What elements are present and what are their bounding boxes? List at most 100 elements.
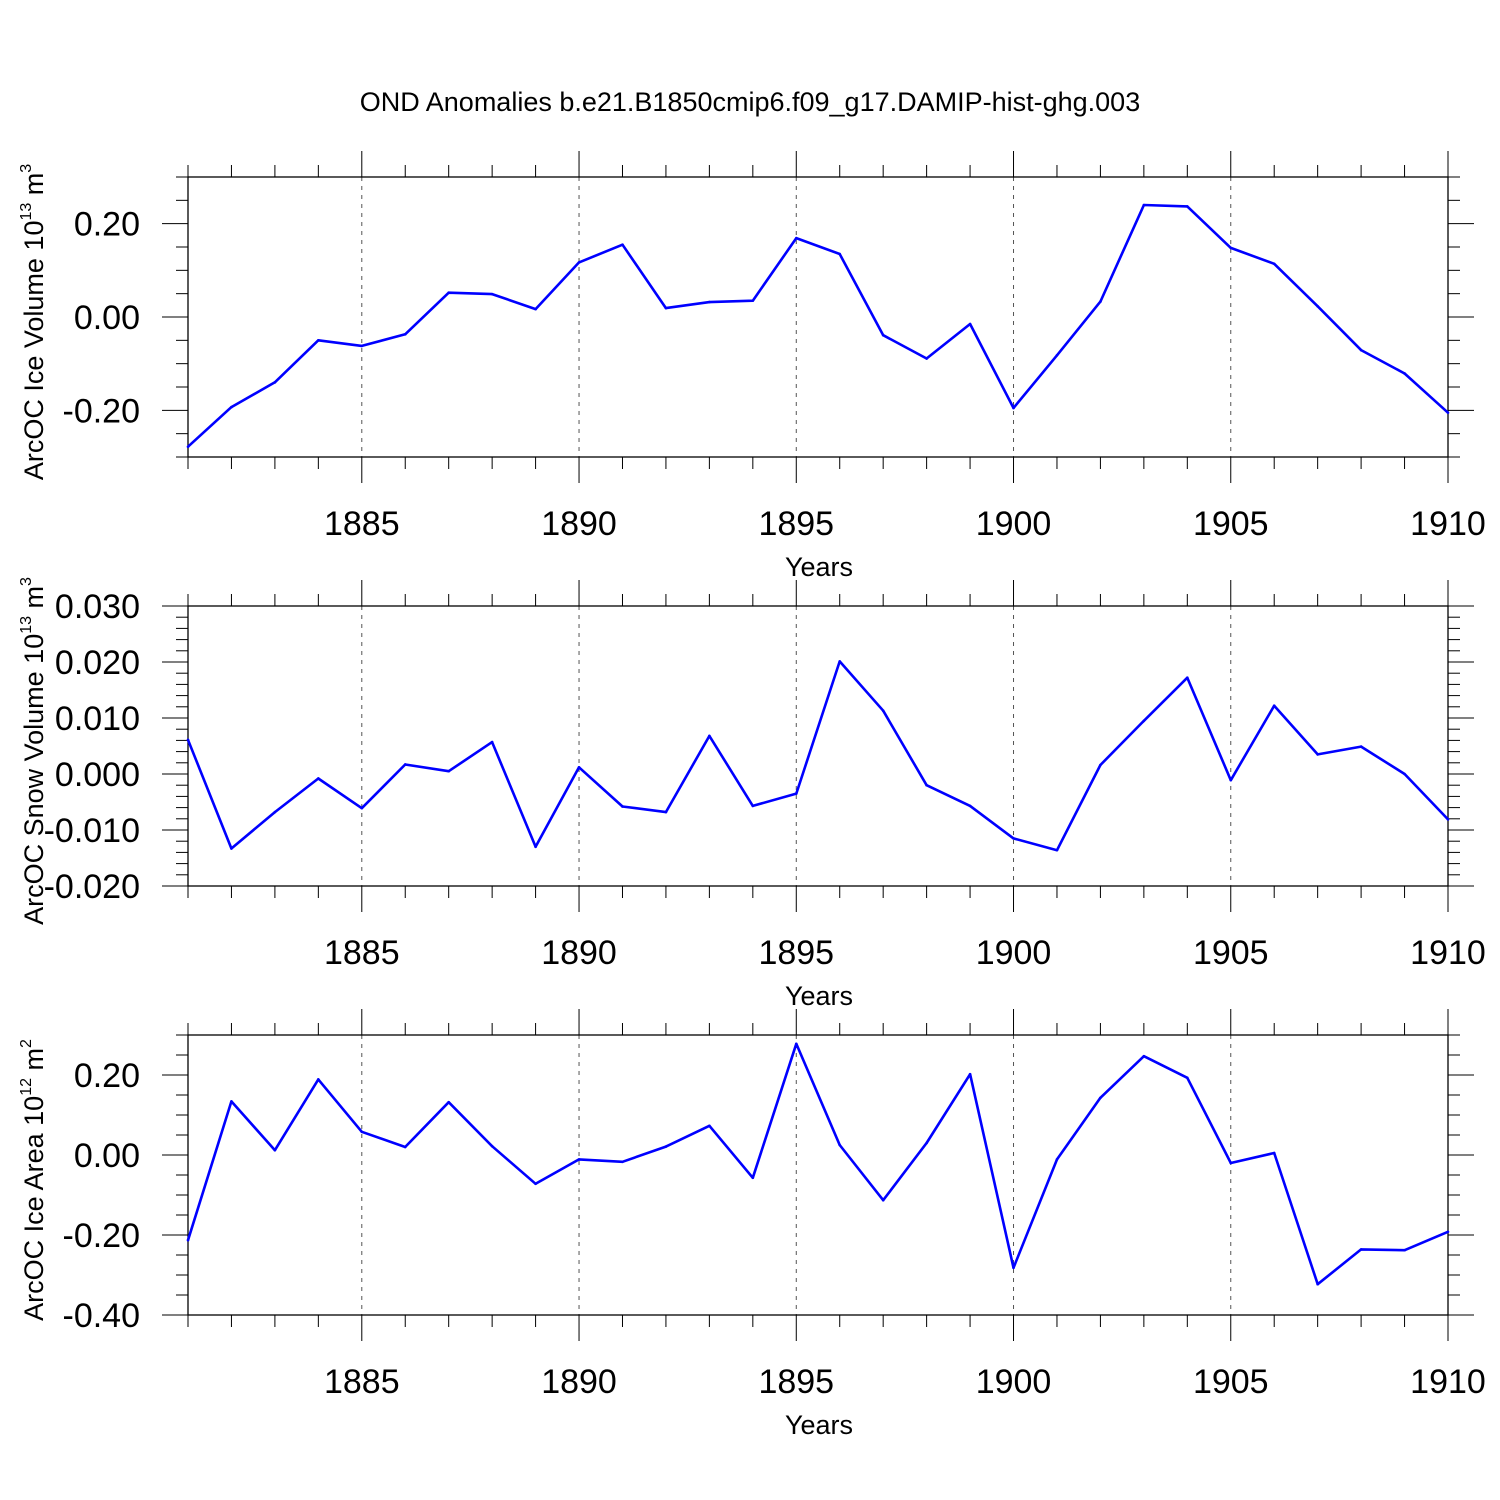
ice-volume-data-point bbox=[534, 307, 537, 311]
snow-volume-ylabel-exp: 13 bbox=[18, 616, 35, 634]
snow-volume-data-point bbox=[925, 783, 928, 787]
ice-area-ylabel-text: ArcOC Ice Area 10 bbox=[19, 1096, 49, 1321]
ice-area-data-point bbox=[1229, 1161, 1233, 1165]
ice-volume-xtick-label: 1885 bbox=[324, 505, 400, 543]
ice-area-data-point bbox=[794, 1042, 798, 1046]
snow-volume-data-point bbox=[273, 810, 277, 814]
ice-volume-data-point bbox=[1099, 300, 1102, 303]
ice-volume-xtick-label: 1910 bbox=[1410, 505, 1486, 543]
ice-volume-data-point bbox=[273, 381, 277, 384]
ice-area-data-point bbox=[1446, 1230, 1450, 1234]
ice-volume-data-point bbox=[838, 252, 842, 256]
ice-area-data-point bbox=[534, 1182, 537, 1186]
ice-volume-data-point bbox=[186, 445, 190, 449]
ice-area-data-point bbox=[838, 1143, 842, 1147]
ice-volume-xlabel: Years bbox=[785, 552, 853, 582]
ice-volume-data-point bbox=[317, 339, 320, 342]
snow-volume-data-point bbox=[1099, 763, 1102, 767]
ice-volume-data-point bbox=[664, 306, 668, 310]
snow-volume-ylabel-text: ArcOC Snow Volume 10 bbox=[19, 634, 49, 925]
snow-volume-data-point bbox=[1446, 818, 1450, 821]
snow-volume-data-point bbox=[577, 765, 581, 769]
snow-volume-data-point bbox=[230, 847, 233, 850]
ice-area-data-point bbox=[1012, 1266, 1015, 1270]
snow-volume-data-point bbox=[1403, 772, 1406, 776]
snow-volume-data-point bbox=[1055, 848, 1059, 852]
snow-volume-data-point bbox=[1186, 676, 1189, 679]
ice-area-data-point bbox=[1142, 1054, 1146, 1058]
ice-volume-data-point bbox=[1272, 262, 1276, 266]
snow-volume-ytick-label: 0.030 bbox=[55, 588, 140, 626]
snow-volume-ytick-label: -0.020 bbox=[44, 868, 140, 906]
ice-area-data-point bbox=[881, 1198, 885, 1202]
ice-area-data-point bbox=[1316, 1282, 1319, 1286]
ice-volume-data-point bbox=[1012, 406, 1015, 410]
snow-volume-data-point bbox=[1272, 704, 1276, 707]
ice-volume-data-point bbox=[1359, 348, 1363, 352]
snow-volume-frame bbox=[187, 605, 1449, 887]
ice-volume-data-point bbox=[490, 292, 494, 296]
snow-volume-xtick-label: 1905 bbox=[1193, 934, 1269, 972]
ice-area-ytick-label: -0.20 bbox=[63, 1217, 141, 1255]
ice-area-series-line bbox=[186, 1042, 1449, 1286]
snow-volume-data-point bbox=[360, 806, 364, 810]
ice-volume-series-line bbox=[187, 203, 1449, 448]
ice-volume-xtick-label: 1890 bbox=[541, 505, 617, 543]
ice-volume-data-point bbox=[230, 405, 233, 409]
ice-volume-data-point bbox=[1186, 205, 1189, 208]
snow-volume-data-point bbox=[664, 810, 668, 814]
ice-volume-data-point bbox=[1446, 411, 1450, 414]
ice-area-data-point bbox=[186, 1238, 190, 1242]
snow-volume-xtick-label: 1885 bbox=[324, 934, 400, 972]
snow-volume-data-point bbox=[534, 845, 537, 849]
ice-area-xtick-label: 1910 bbox=[1410, 1363, 1486, 1401]
ice-area-ylabel: ArcOC Ice Area 1012 m2 bbox=[18, 1039, 49, 1321]
ice-volume-data-point bbox=[1229, 246, 1233, 250]
snow-volume-data-point bbox=[317, 777, 320, 780]
snow-volume-ylabel-unit-exp: 3 bbox=[18, 577, 35, 586]
ice-area-ylabel-unit: m bbox=[19, 1048, 49, 1078]
ice-volume-xtick-label: 1905 bbox=[1193, 505, 1269, 543]
ice-area-data-point bbox=[447, 1100, 450, 1104]
ice-area-data-point bbox=[751, 1176, 755, 1180]
ice-volume-data-point bbox=[1142, 203, 1146, 207]
ice-area-ytick-label: 0.20 bbox=[74, 1057, 140, 1095]
snow-volume-data-point bbox=[708, 734, 711, 738]
snow-volume-data-point bbox=[621, 805, 624, 808]
snow-volume-data-point bbox=[1142, 719, 1146, 723]
ice-volume-data-point bbox=[708, 300, 711, 304]
ice-area-xtick-label: 1895 bbox=[758, 1363, 834, 1401]
ice-area-data-point bbox=[1186, 1076, 1189, 1080]
ice-area-xtick-label: 1900 bbox=[976, 1363, 1052, 1401]
ice-volume-panel: -0.20 0.00 0.20 1885 1890 1895 1900 1905 1910 Yea… bbox=[18, 151, 1486, 582]
snow-volume-ytick-label: 0.000 bbox=[55, 756, 140, 794]
ice-volume-data-point bbox=[360, 344, 364, 348]
snow-volume-xlabel: Years bbox=[785, 981, 853, 1011]
ice-volume-ytick-label: 0.20 bbox=[74, 206, 140, 244]
ice-area-data-point bbox=[664, 1145, 668, 1148]
snow-volume-data-point bbox=[881, 709, 885, 713]
ice-volume-data-point bbox=[1316, 304, 1319, 308]
ice-volume-xtick-label: 1900 bbox=[976, 505, 1052, 543]
ice-area-data-point bbox=[230, 1100, 233, 1103]
ice-area-data-point bbox=[1403, 1248, 1406, 1252]
snow-volume-data-point bbox=[447, 769, 450, 773]
snow-volume-data-point bbox=[186, 738, 190, 742]
ice-area-ylabel-unit-exp: 2 bbox=[18, 1039, 35, 1048]
ice-volume-ytick-label: -0.20 bbox=[63, 392, 141, 430]
snow-volume-data-point bbox=[751, 804, 755, 808]
ice-area-ylabel-exp: 12 bbox=[18, 1078, 35, 1096]
snow-volume-xtick-label: 1890 bbox=[541, 934, 617, 972]
snow-volume-series-line bbox=[186, 660, 1449, 852]
ice-area-data-point bbox=[317, 1078, 320, 1081]
ice-volume-ylabel-text: ArcOC Ice Volume 10 bbox=[19, 221, 49, 481]
snow-volume-xtick-label: 1900 bbox=[976, 934, 1052, 972]
snow-volume-data-point bbox=[1316, 753, 1319, 756]
snow-volume-data-point bbox=[490, 740, 494, 744]
ice-volume-data-point bbox=[751, 299, 755, 302]
snow-volume-ytick-label: -0.010 bbox=[44, 812, 140, 850]
snow-volume-data-point bbox=[968, 804, 972, 808]
ice-area-data-point bbox=[403, 1145, 407, 1149]
snow-volume-data-point bbox=[794, 792, 798, 795]
ice-volume-data-point bbox=[925, 357, 928, 360]
